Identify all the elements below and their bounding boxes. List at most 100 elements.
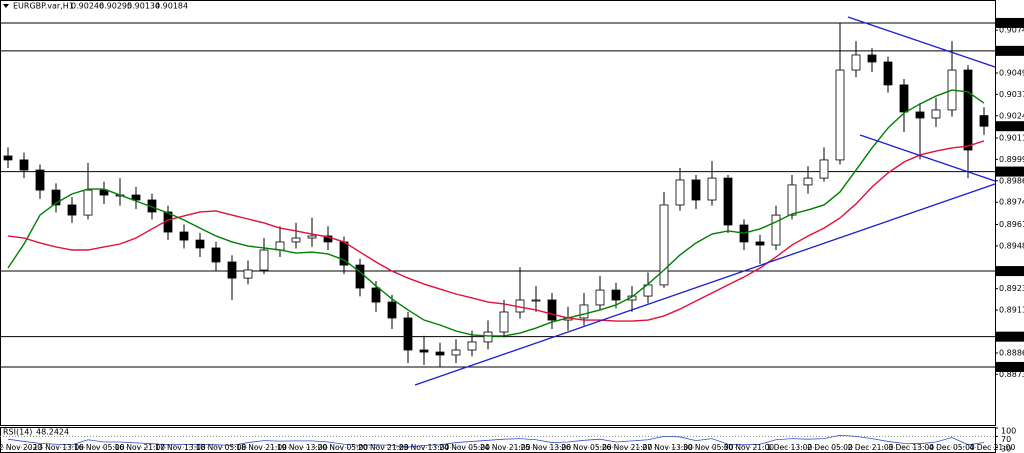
candle-body bbox=[179, 231, 189, 241]
y-tick-label: 0.89740 bbox=[999, 198, 1024, 207]
time-label: 18 Nov 05:00 bbox=[196, 443, 247, 452]
candle-body bbox=[131, 194, 141, 201]
time-label: 26 Nov 05:00 bbox=[561, 443, 612, 452]
candle-body bbox=[19, 159, 29, 171]
y-tick-label: 0.90115 bbox=[999, 134, 1024, 143]
candle-body bbox=[499, 311, 509, 333]
y-tick-label: 0.89235 bbox=[999, 284, 1024, 293]
moving-average bbox=[7, 89, 985, 337]
candle-body bbox=[851, 54, 861, 71]
candle-body bbox=[979, 115, 989, 127]
y-tick-label: 0.89610 bbox=[999, 220, 1024, 229]
candle-body bbox=[83, 189, 93, 216]
chart-header: EURGBP.var,H1 0.90246 0.90295 0.90134 0.… bbox=[3, 2, 188, 11]
rsi-tick-label: 70 bbox=[1001, 435, 1011, 444]
time-label: 24 Nov 05:00 bbox=[439, 443, 490, 452]
candle-body bbox=[35, 169, 45, 191]
y-tick-label: 0.90495 bbox=[999, 68, 1024, 77]
candle-body bbox=[67, 204, 77, 216]
candle-body bbox=[51, 189, 61, 206]
candle-body bbox=[867, 54, 877, 63]
time-label: 25 Nov 13:00 bbox=[521, 443, 572, 452]
candle-body bbox=[419, 349, 429, 353]
y-tick-label: 0.88735 bbox=[999, 370, 1024, 379]
time-label: 20 Nov 05:00 bbox=[318, 443, 369, 452]
time-label: 24 Nov 21:00 bbox=[480, 443, 531, 452]
time-label: 18 Nov 21:00 bbox=[236, 443, 287, 452]
candle-body bbox=[291, 237, 301, 243]
current-price-bg bbox=[996, 121, 1024, 132]
candle-body bbox=[403, 317, 413, 351]
candle-body bbox=[771, 214, 781, 246]
candle-body bbox=[99, 189, 109, 196]
price-axis: 0.90745 0.90495 0.90370 0.90245 0.90115 0.899… bbox=[995, 17, 1024, 379]
rsi-tick-label: 30 bbox=[1001, 445, 1011, 453]
candle-body bbox=[611, 289, 621, 301]
header-high: 0.90295 bbox=[99, 2, 132, 11]
level-label-bg bbox=[996, 331, 1024, 342]
time-label: 13 Nov 13:00 bbox=[33, 443, 84, 452]
level-label-bg bbox=[996, 45, 1024, 56]
y-tick-label: 0.89485 bbox=[999, 241, 1024, 250]
time-label: 16 Nov 05:00 bbox=[74, 443, 125, 452]
candle-body bbox=[211, 247, 221, 263]
candle-body bbox=[835, 69, 845, 161]
symbol-title: EURGBP.var,H1 bbox=[13, 2, 74, 11]
level-label-bg bbox=[996, 166, 1024, 177]
rsi-header: RSI(14) 48.2424 bbox=[3, 428, 69, 437]
rsi-line bbox=[7, 434, 985, 448]
candle-body bbox=[307, 235, 317, 239]
candle-body bbox=[883, 61, 893, 86]
y-tick-label: 0.89990 bbox=[999, 155, 1024, 164]
candle-body bbox=[435, 351, 445, 356]
candle-body bbox=[915, 111, 925, 119]
time-label: 30 Nov 21:00 bbox=[724, 443, 775, 452]
rsi-current: 48.2424 bbox=[36, 428, 69, 437]
header-close: 0.90184 bbox=[155, 2, 188, 11]
candle-body bbox=[707, 177, 717, 201]
current-price-label: 0.90184 bbox=[998, 122, 1024, 131]
level-label: 0.89338 bbox=[998, 267, 1024, 276]
header-low: 0.90134 bbox=[127, 2, 160, 11]
dropdown-arrow[interactable] bbox=[3, 4, 9, 8]
level-label: 0.89919 bbox=[998, 167, 1024, 176]
candle-body bbox=[243, 269, 253, 279]
trendline bbox=[414, 183, 996, 386]
time-label: 20 Nov 21:00 bbox=[358, 443, 409, 452]
level-label: 0.90624 bbox=[998, 46, 1024, 55]
y-tick-label: 0.89865 bbox=[999, 176, 1024, 185]
candle-body bbox=[899, 84, 909, 113]
candle-body bbox=[755, 241, 765, 246]
candle-body bbox=[691, 179, 701, 201]
candle-body bbox=[451, 349, 461, 356]
candle-body bbox=[787, 184, 797, 216]
level-label-bg bbox=[996, 266, 1024, 277]
candle-body bbox=[531, 299, 541, 302]
level-label: 0.88778 bbox=[998, 362, 1024, 371]
trendline bbox=[847, 16, 996, 68]
time-label: 1 Dec 13:00 bbox=[767, 443, 813, 452]
y-tick-label: 0.90370 bbox=[999, 90, 1024, 99]
candle-body bbox=[275, 241, 285, 251]
time-label: 23 Nov 13:00 bbox=[399, 443, 450, 452]
candle-body bbox=[803, 177, 813, 186]
time-label: 26 Nov 21:00 bbox=[602, 443, 653, 452]
time-label: 16 Nov 21:00 bbox=[115, 443, 166, 452]
rsi-tick-label: 100 bbox=[1001, 427, 1016, 436]
time-label: 12 Nov 2020 bbox=[0, 443, 42, 452]
candle-body bbox=[675, 179, 685, 206]
candle-body bbox=[595, 289, 605, 306]
candle-body bbox=[931, 109, 941, 119]
candle-body bbox=[371, 287, 381, 303]
time-label: 27 Nov 13:00 bbox=[642, 443, 693, 452]
time-label: 2 Dec 05:00 bbox=[807, 443, 853, 452]
y-tick-label: 0.89110 bbox=[999, 306, 1024, 315]
time-label: 3 Dec 13:00 bbox=[888, 443, 934, 452]
time-label: 4 Dec 21:00 bbox=[970, 443, 1016, 452]
y-tick-label: 0.90245 bbox=[999, 111, 1024, 120]
level-label-bg bbox=[996, 361, 1024, 372]
level-label-bg bbox=[996, 17, 1024, 28]
candle-body bbox=[467, 341, 477, 351]
